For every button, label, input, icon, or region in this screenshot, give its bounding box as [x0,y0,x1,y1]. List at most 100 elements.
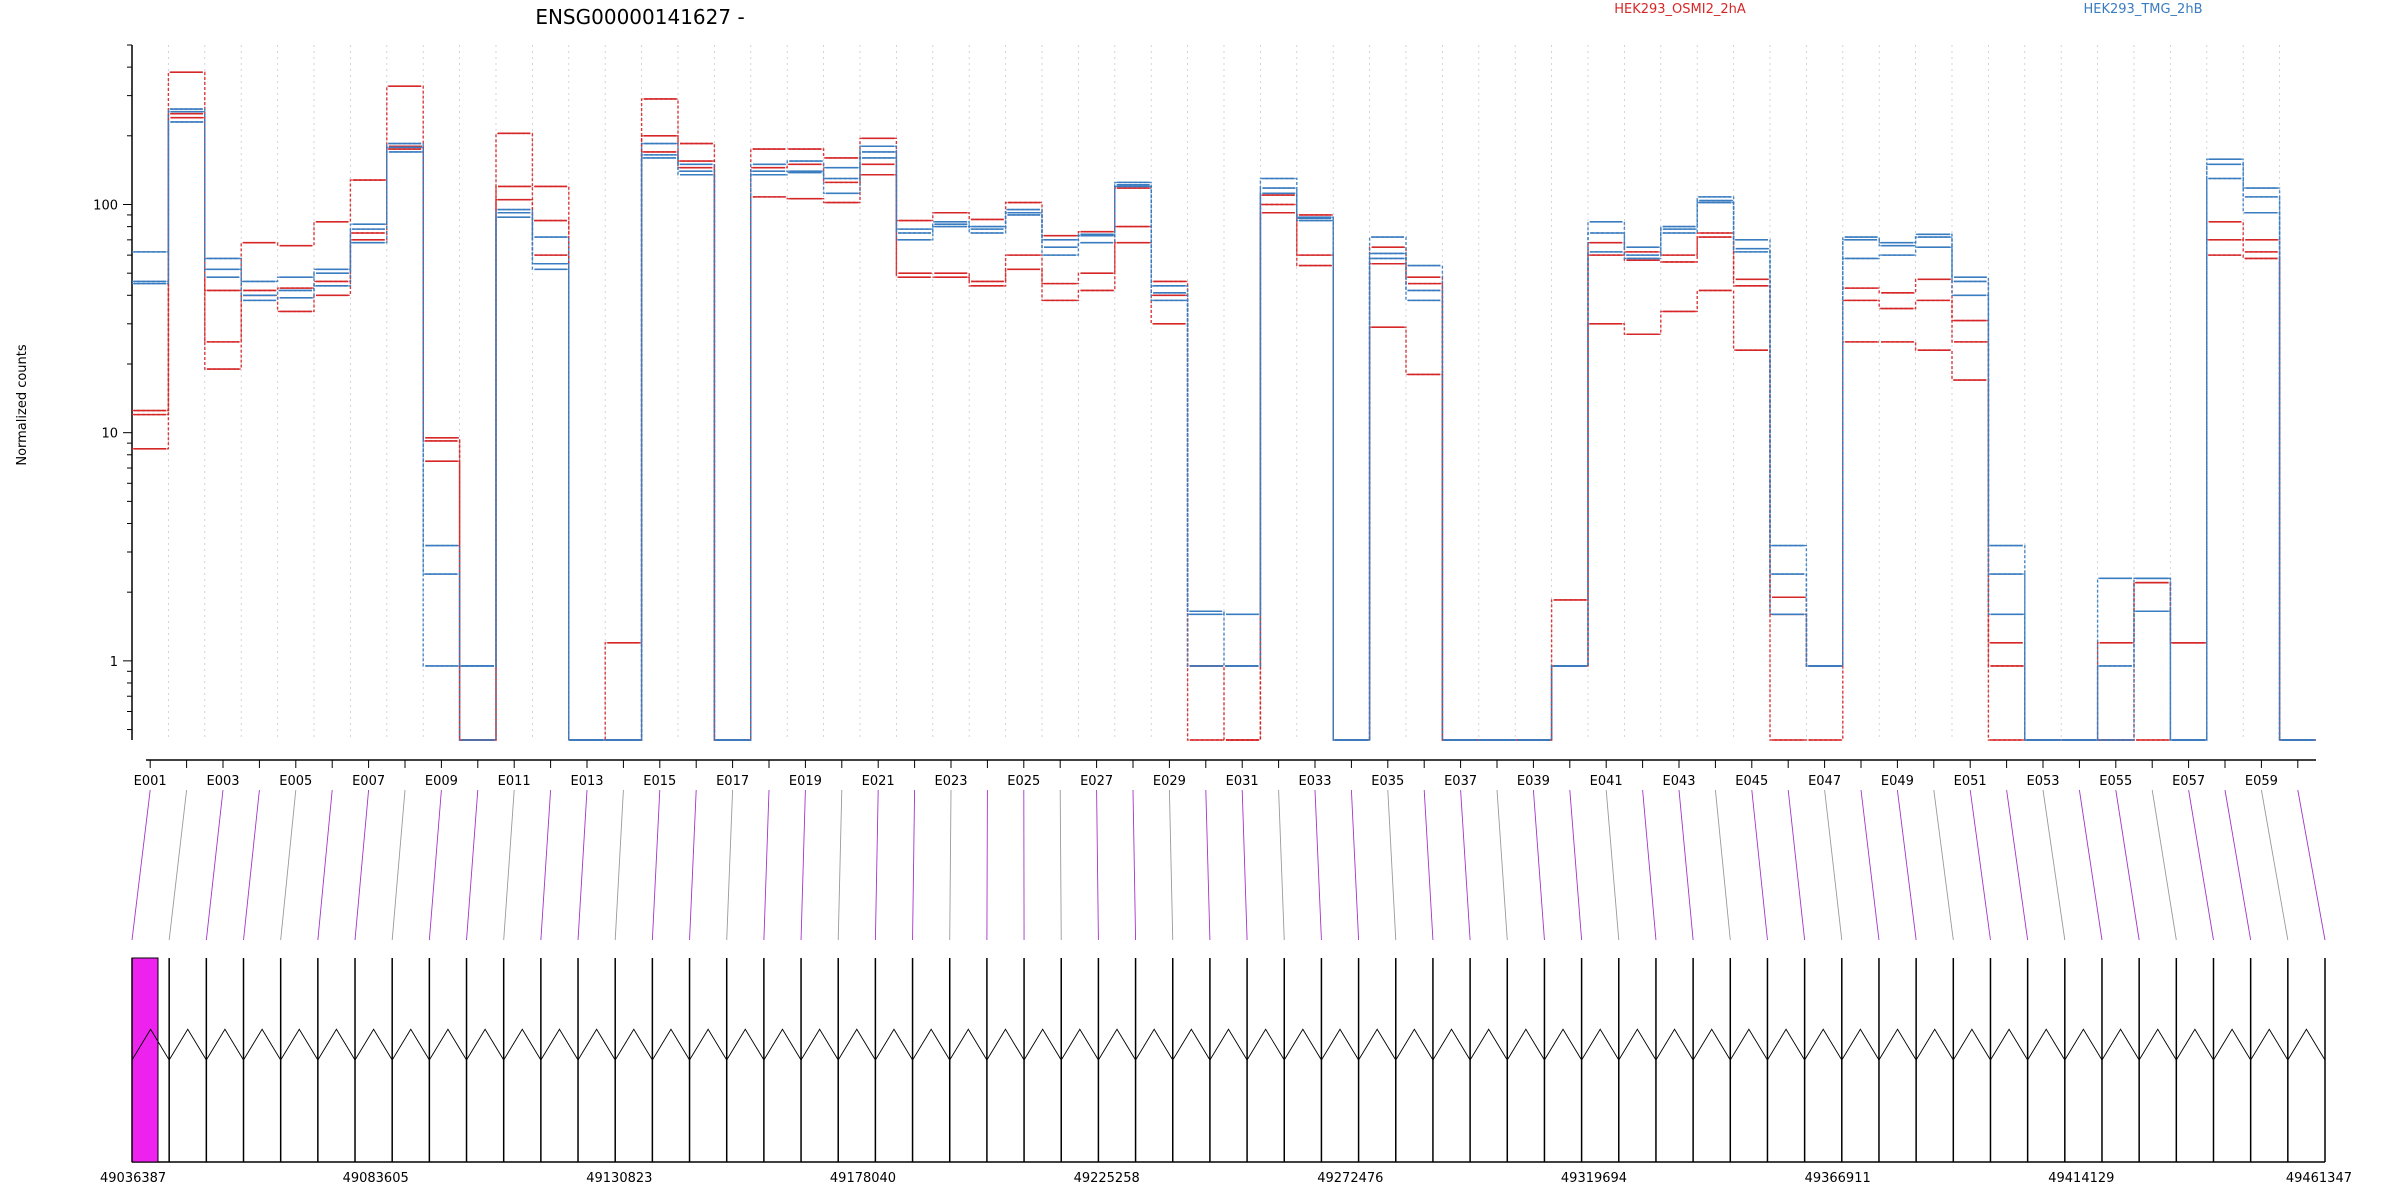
exon-connector [1314,789,1322,941]
genomic-tick-label: 49272476 [1317,1171,1383,1186]
intron-arc [428,1028,467,1061]
exon-connector [1168,789,1174,941]
exon-connector [1460,789,1471,941]
intron-arc [1692,1028,1731,1061]
intron-arc [614,1028,653,1061]
x-tick-label: E011 [498,774,531,789]
exon-connector [577,789,588,941]
intron-arc [1023,1028,1062,1061]
exon-connector [763,789,770,941]
exon-connector [986,789,988,941]
intron-arc [800,1028,839,1061]
exon-connector [205,789,224,941]
x-tick-label: E043 [1662,774,1695,789]
intron-arc [280,1028,319,1061]
intron-arc [1655,1028,1694,1061]
exon-connector [2115,789,2140,941]
intron-arc [1878,1028,1917,1061]
exon-connector [1278,789,1285,941]
exon-connector-lines [131,789,2326,941]
intron-arc [1841,1028,1880,1061]
intron-arc [577,1028,616,1061]
x-tick-label: E025 [1007,774,1040,789]
x-tick-label: E003 [206,774,239,789]
x-tick-label: E041 [1590,774,1623,789]
exon-connector [168,789,188,941]
intron-arc [1618,1028,1657,1061]
genomic-tick-label: 49366911 [1805,1171,1871,1186]
chart-title: ENSG00000141627 - [535,5,744,29]
x-tick-label: E055 [2099,774,2132,789]
intron-arc [1432,1028,1471,1061]
intron-arc [2027,1028,2066,1061]
x-tick-label: E057 [2172,774,2205,789]
intron-arc [131,1028,170,1061]
x-tick-label: E051 [1954,774,1987,789]
x-tick-label: E039 [1517,774,1550,789]
exon-connector [131,789,151,941]
exon-connector [503,789,515,941]
intron-arc [1952,1028,1991,1061]
exon-connector [1423,789,1434,941]
x-tick-label: E009 [425,774,458,789]
exon-connector [1642,789,1657,941]
intron-arc [466,1028,505,1061]
genomic-tick-label: 49083605 [343,1171,409,1186]
exon-connector [1896,789,1917,941]
exon-connector [354,789,370,941]
vertical-gridlines [167,45,2281,740]
exon-connector [466,789,479,941]
intron-arc [1246,1028,1285,1061]
intron-arc [2064,1028,2103,1061]
x-tick-label: E049 [1881,774,1914,789]
intron-arc [1729,1028,1768,1061]
intron-arc [986,1028,1025,1061]
exon-connector [1860,789,1880,941]
intron-arc [651,1028,690,1061]
genomic-tick-label: 49130823 [586,1171,652,1186]
intron-arc [205,1028,244,1061]
exon-connector [1751,789,1768,941]
intron-arc [726,1028,765,1061]
first-exon-block [131,957,159,1163]
x-tick-label: E029 [1153,774,1186,789]
y-axis-label: Normalized counts [15,344,30,466]
exon-connector [837,789,843,941]
intron-arc [1469,1028,1508,1061]
intron-arc [763,1028,802,1061]
legend-label-osmi2: HEK293_OSMI2_2hA [1614,2,1746,17]
x-tick-label: E001 [134,774,167,789]
exon-connector [2188,789,2214,941]
intron-arc [1581,1028,1620,1061]
exon-connector [1496,789,1508,941]
intron-arc [1321,1028,1359,1061]
genomic-tick-label: 49461347 [2286,1171,2352,1186]
intron-arc [354,1028,393,1061]
exon-connector [1132,789,1137,941]
genomic-position-axis: 49036387 49083605 49130823 49178040 49225258… [100,1171,2352,1186]
exon-connector [243,789,260,941]
intron-arc [1209,1028,1248,1061]
exon-connector [2260,789,2289,941]
exon-connector [949,789,952,941]
exon-connector [2006,789,2029,941]
exon-connector [1096,789,1099,941]
intron-arc [503,1028,542,1061]
exon-connector [280,789,297,941]
series-line-5 [132,111,2316,741]
exon-connector [1532,789,1545,941]
x-tick-label: E047 [1808,774,1841,789]
intron-arc [949,1028,988,1061]
exon-connector [874,789,879,941]
intron-arc [912,1028,951,1061]
exon-connector [1059,789,1062,941]
exon-connector [1569,789,1583,941]
exon-connector [1678,789,1694,941]
exon-connector [1824,789,1843,941]
intron-arc [1358,1028,1397,1061]
intron-arc [875,1028,913,1061]
x-tick-label: E005 [279,774,312,789]
intron-arc [689,1028,728,1061]
exon-connector [1387,789,1397,941]
